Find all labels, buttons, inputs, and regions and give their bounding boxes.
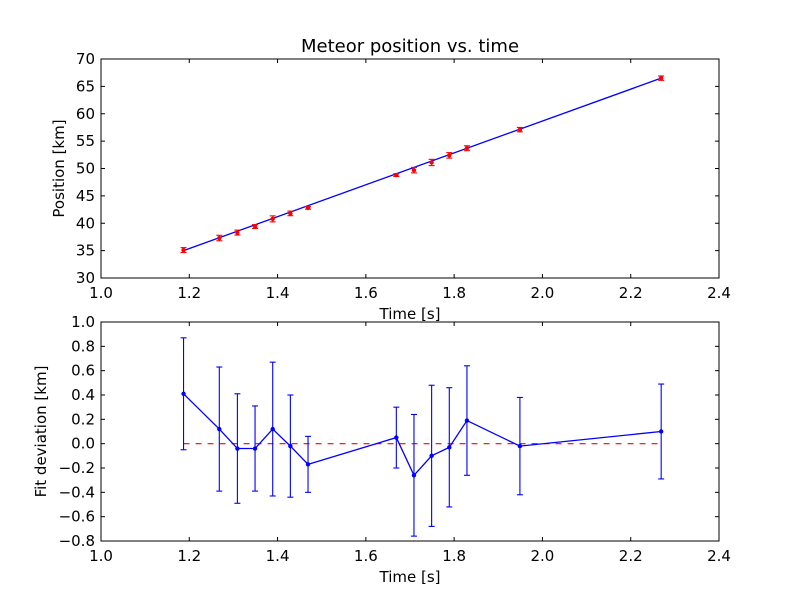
data-point: [464, 418, 470, 423]
y-tick-label: 0.0: [71, 435, 95, 453]
y-tick-label: 70: [76, 50, 95, 68]
y-axis-label: Fit deviation [km]: [32, 366, 50, 498]
x-tick-label: 1.8: [442, 284, 466, 302]
data-point: [288, 211, 293, 216]
data-point: [411, 473, 417, 478]
x-tick-label: 1.4: [266, 547, 290, 565]
y-tick-label: −0.4: [59, 483, 95, 501]
data-point: [235, 446, 240, 451]
x-tick-label: 1.2: [177, 284, 201, 302]
data-point: [464, 146, 470, 151]
data-point: [411, 167, 417, 173]
x-tick-label: 2.4: [707, 284, 731, 302]
deviation-line: [183, 393, 662, 477]
data-point: [447, 153, 452, 158]
x-tick-label: 2.2: [619, 284, 643, 302]
data-point: [517, 443, 523, 449]
y-tick-label: 0.8: [71, 337, 95, 355]
x-tick-label: 1.8: [442, 547, 466, 565]
data-point: [217, 426, 222, 432]
y-tick-label: 0.6: [71, 362, 95, 380]
plot-frame: [100, 321, 720, 542]
y-tick-label: 65: [76, 77, 95, 95]
y-tick-label: 60: [76, 105, 95, 123]
y-tick-label: 55: [76, 132, 95, 150]
y-tick-label: −0.6: [59, 508, 95, 526]
y-axis-label: Position [km]: [50, 119, 68, 217]
data-point: [429, 160, 434, 165]
x-tick-label: 2.2: [619, 547, 643, 565]
data-point: [270, 216, 275, 222]
data-point: [288, 443, 293, 449]
data-point: [252, 224, 258, 229]
data-point: [181, 247, 186, 253]
data-point: [252, 446, 258, 451]
data-point: [305, 462, 311, 467]
data-point: [181, 391, 186, 396]
y-tick-label: 50: [76, 160, 95, 178]
y-tick-label: 1.0: [71, 313, 95, 331]
data-point: [658, 75, 664, 81]
x-tick-label: 1.6: [354, 284, 378, 302]
data-point: [270, 426, 275, 432]
x-tick-label: 1.2: [177, 547, 201, 565]
top-plot: 1.0 1.2 1.4 1.6 1.8 2.0 2.2 2.4 30 35 40 45 50 55 60 65…: [50, 50, 731, 323]
x-tick-label: 2.0: [530, 284, 554, 302]
x-tick-label: 1.6: [354, 547, 378, 565]
y-tick-label: −0.8: [59, 532, 95, 550]
y-tick-label: 0.4: [71, 386, 95, 404]
x-axis-label: Time [s]: [379, 305, 441, 323]
data-point: [235, 230, 240, 235]
x-tick-label: 1.0: [89, 284, 113, 302]
data-point: [447, 445, 452, 450]
data-point: [394, 172, 399, 178]
x-axis-label: Time [s]: [379, 568, 441, 586]
y-tick-label: 0.2: [71, 410, 95, 428]
data-point: [305, 205, 311, 211]
fit-line: [183, 77, 662, 252]
data-point: [394, 435, 399, 440]
x-tick-label: 1.4: [266, 284, 290, 302]
x-tick-label: 2.4: [707, 547, 731, 565]
data-point: [658, 429, 664, 434]
bottom-plot: 1.0 1.2 1.4 1.6 1.8 2.0 2.2 2.4 −0.8 −0.6 −0.4 −0.2…: [32, 313, 731, 586]
data-point: [217, 235, 222, 241]
y-tick-label: 45: [76, 187, 95, 205]
y-tick-label: 40: [76, 214, 95, 232]
y-tick-label: 35: [76, 242, 95, 260]
y-tick-label: 30: [76, 269, 95, 287]
data-point: [429, 453, 434, 459]
x-tick-label: 1.0: [89, 547, 113, 565]
data-point: [517, 127, 523, 132]
chart-title-top: Meteor position vs. time: [301, 36, 519, 57]
x-tick-label: 2.0: [530, 547, 554, 565]
y-tick-label: −0.2: [59, 459, 95, 477]
